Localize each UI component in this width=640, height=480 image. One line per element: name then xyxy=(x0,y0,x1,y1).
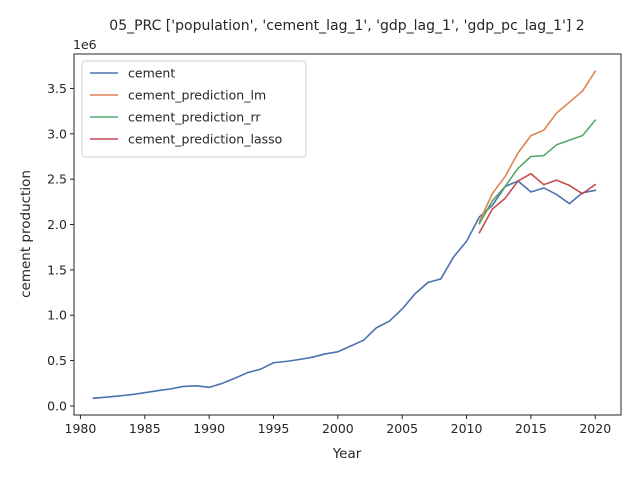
series-line-cement xyxy=(92,180,597,400)
y-tick-label: 0.0 xyxy=(47,398,67,413)
x-tick-label: 1995 xyxy=(258,421,290,436)
legend-label: cement xyxy=(128,66,175,81)
y-tick-label: 0.5 xyxy=(47,353,67,368)
chart-title: 05_PRC ['population', 'cement_lag_1', 'g… xyxy=(109,18,584,34)
series-line-cement-prediction-lm xyxy=(478,70,597,223)
plot-marks: 1980 1985 1990 1995 2000 2005 2010 2015 2020 0.0 0… xyxy=(47,53,622,436)
legend-label: cement_prediction_rr xyxy=(128,110,261,125)
y-tick-label: 1.5 xyxy=(47,262,67,277)
legend-label: cement_prediction_lasso xyxy=(128,132,282,147)
x-tick-label: 1990 xyxy=(193,421,225,436)
x-tick-label: 2000 xyxy=(322,421,354,436)
y-axis-label: cement production xyxy=(18,170,34,298)
plot-frame xyxy=(73,53,622,416)
legend-label: cement_prediction_lm xyxy=(128,88,266,103)
x-tick-label: 1985 xyxy=(129,421,161,436)
x-axis-label: Year xyxy=(332,446,362,462)
x-tick-label: 2015 xyxy=(515,421,547,436)
y-tick-label: 3.5 xyxy=(47,81,67,96)
y-tick-label: 2.0 xyxy=(47,217,67,232)
x-tick-label: 1980 xyxy=(65,421,97,436)
y-tick-label: 1.0 xyxy=(47,308,67,323)
series-line-cement-prediction-lasso xyxy=(478,172,597,234)
legend: cement cement_prediction_lm cement_predict… xyxy=(81,60,307,158)
x-tick-label: 2005 xyxy=(386,421,418,436)
series-line-cement-prediction-rr xyxy=(478,119,597,225)
x-tick-label: 2020 xyxy=(579,421,611,436)
legend-frame xyxy=(81,60,307,158)
y-tick-label: 2.5 xyxy=(47,172,67,187)
x-tick-label: 2010 xyxy=(451,421,483,436)
y-offset-label: 1e6 xyxy=(73,37,97,52)
y-tick-label: 3.0 xyxy=(47,126,67,141)
